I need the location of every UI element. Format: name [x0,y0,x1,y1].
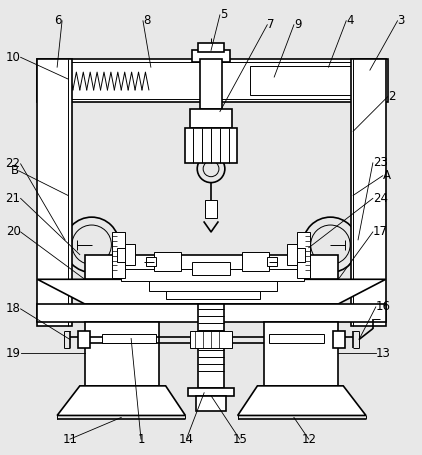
Bar [287,244,297,265]
Text: B: B [11,164,19,177]
Bar [38,304,386,322]
Bar [192,262,230,275]
Text: 1: 1 [137,433,145,445]
Bar [117,248,135,262]
Bar [85,255,338,279]
Text: A: A [383,169,391,182]
Text: 8: 8 [143,14,150,27]
Bar [38,59,72,326]
Text: 6: 6 [54,14,62,27]
Bar [149,281,277,291]
Text: 24: 24 [373,192,388,205]
Bar [102,334,156,344]
Text: 15: 15 [232,433,247,445]
Text: 16: 16 [376,300,391,313]
Text: 17: 17 [373,225,388,238]
Text: 4: 4 [346,14,354,27]
Text: 22: 22 [5,157,21,170]
Text: 9: 9 [294,18,301,31]
Bar [38,59,388,102]
Bar [121,269,304,281]
Text: 18: 18 [6,303,21,315]
Bar [198,304,224,388]
Bar [185,128,237,163]
Text: 11: 11 [62,433,78,445]
Text: 13: 13 [376,347,391,360]
Bar [196,396,226,410]
Bar [249,66,378,95]
Text: 23: 23 [373,157,388,169]
Bar [78,331,90,349]
Bar [200,59,222,109]
Polygon shape [238,386,366,415]
Text: 14: 14 [179,433,194,445]
Bar [166,291,260,299]
Bar [146,257,156,267]
Bar [267,257,277,267]
Bar [190,109,232,128]
Bar [269,334,324,344]
Text: 21: 21 [5,192,21,205]
Text: 10: 10 [6,51,21,64]
Bar [85,322,159,386]
Bar [205,200,217,218]
Polygon shape [38,279,386,304]
Text: 7: 7 [267,18,275,31]
Bar [242,252,269,271]
Bar [41,62,385,99]
Bar [192,51,230,62]
Bar [333,331,345,349]
Bar [198,42,224,52]
Bar [287,248,305,262]
Bar [264,322,338,386]
Text: 12: 12 [301,433,316,445]
Text: 2: 2 [388,90,395,103]
Text: 3: 3 [398,14,405,27]
Bar [351,59,386,326]
Bar [125,244,135,265]
Text: 5: 5 [220,8,227,21]
Polygon shape [57,386,185,415]
Bar [112,232,125,278]
Text: 20: 20 [6,225,21,238]
Text: 19: 19 [5,347,21,360]
Bar [190,331,232,349]
Bar [154,252,181,271]
Bar [297,232,310,278]
Bar [188,388,234,396]
